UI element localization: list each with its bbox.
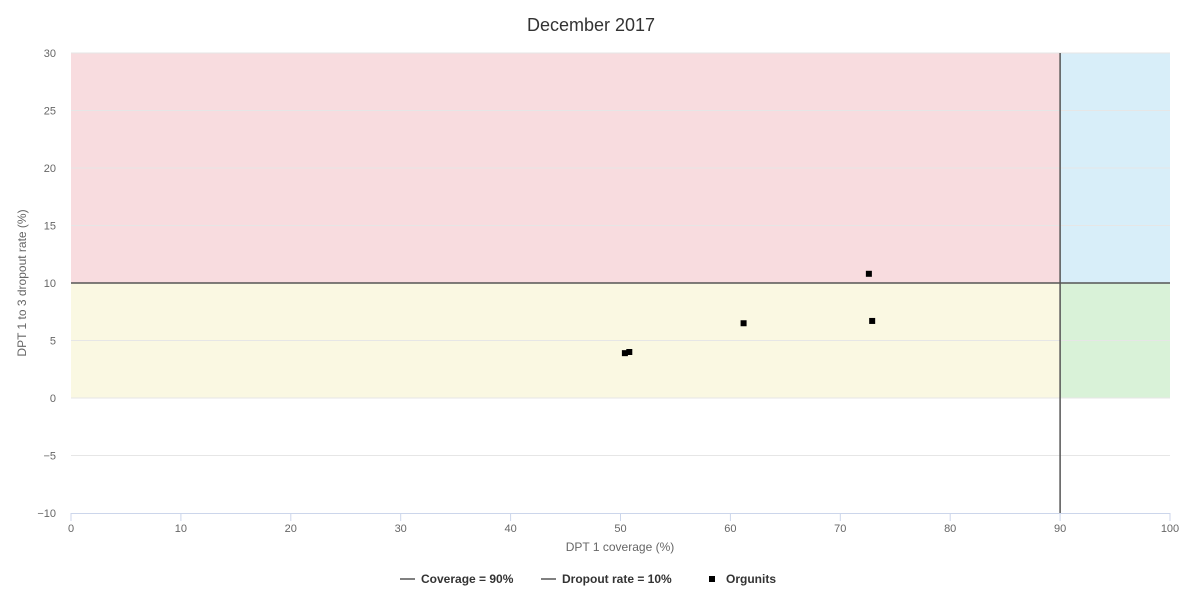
x-axis-title: DPT 1 coverage (%) [566, 540, 675, 554]
x-tick-label: 20 [285, 523, 297, 535]
x-tick-label: 80 [944, 523, 956, 535]
y-tick-label: −10 [37, 508, 56, 520]
x-tick-label: 10 [175, 523, 187, 535]
y-tick-label: 0 [50, 393, 56, 405]
y-axis-title: DPT 1 to 3 dropout rate (%) [15, 209, 29, 356]
y-tick-label: 5 [50, 336, 56, 348]
x-tick-label: 0 [68, 523, 74, 535]
orgunit-data-point[interactable] [865, 270, 872, 277]
legend-label-dropout-rate: Dropout rate = 10% [562, 572, 672, 586]
x-tick-label: 70 [834, 523, 846, 535]
legend-item-orgunits[interactable]: Orgunits [709, 572, 776, 586]
legend-orgunits-marker-symbol [709, 576, 715, 582]
chart-title: December 2017 [527, 15, 655, 35]
x-tick-label: 90 [1054, 523, 1066, 535]
legend-item-dropout-rate[interactable]: Dropout rate = 10% [541, 572, 672, 586]
orgunit-data-point[interactable] [869, 317, 876, 324]
x-tick-label: 60 [724, 523, 736, 535]
legend-item-coverage[interactable]: Coverage = 90% [400, 572, 514, 586]
x-tick-label: 100 [1161, 523, 1179, 535]
legend-label-orgunits: Orgunits [726, 572, 776, 586]
x-tick-label: 40 [504, 523, 516, 535]
x-tick-label: 50 [614, 523, 626, 535]
y-tick-label: −5 [43, 451, 56, 463]
y-tick-label: 10 [44, 278, 56, 290]
y-tick-label: 25 [44, 106, 56, 118]
orgunit-data-point[interactable] [621, 350, 628, 357]
y-tick-label: 20 [44, 163, 56, 175]
legend-label-coverage: Coverage = 90% [421, 572, 514, 586]
points-layer [621, 270, 876, 357]
y-tick-label: 15 [44, 221, 56, 233]
legend: Coverage = 90% Dropout rate = 10% Orguni… [400, 572, 776, 586]
orgunit-data-point[interactable] [740, 320, 747, 327]
y-tick-label: 30 [44, 48, 56, 60]
x-tick-label: 30 [395, 523, 407, 535]
orgunit-data-point[interactable] [626, 349, 633, 355]
reference-lines-layer [71, 53, 1170, 513]
